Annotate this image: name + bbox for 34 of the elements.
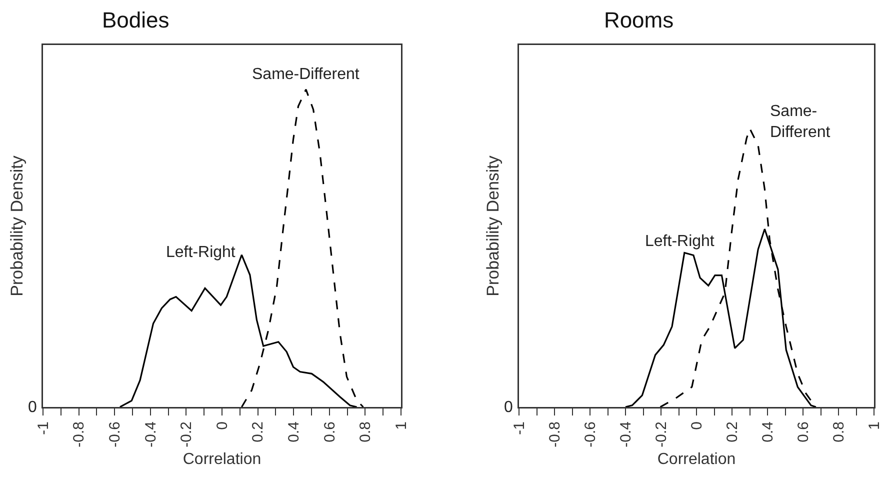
x-tick-label: -1	[510, 422, 528, 435]
x-axis-title: Correlation	[657, 450, 736, 468]
chart-title: Rooms	[604, 8, 674, 33]
x-tick-label: 0.4	[759, 422, 776, 442]
chart-title: Bodies	[102, 8, 170, 33]
x-tick-label: 0.6	[321, 422, 338, 442]
text: 0	[28, 399, 37, 416]
series-label: Same-Different	[252, 66, 360, 83]
x-tick-label: -0.8	[546, 422, 564, 448]
x-tick-label: -0.4	[617, 422, 634, 448]
x-tick-label: 0.2	[724, 422, 741, 442]
x-tick-label: -0.8	[70, 422, 88, 448]
series-label: Left-Right	[645, 233, 715, 250]
x-tick-label: -0.6	[106, 422, 124, 448]
x-tick-label: -0.6	[582, 422, 599, 448]
x-tick-label: -0.2	[178, 422, 196, 448]
x-tick-label: 0.8	[830, 422, 848, 442]
x-tick-label: 1	[866, 422, 883, 430]
x-axis-title: Correlation	[182, 450, 262, 468]
x-tick-label: 0.2	[250, 422, 267, 442]
x-tick-label: 0.6	[794, 422, 812, 442]
x-tick-label: -1	[34, 422, 52, 435]
y-axis-title: Probability Density	[7, 155, 26, 296]
x-tick-label: -0.4	[142, 422, 160, 448]
series-label: Left-Right	[166, 244, 236, 261]
x-tick-label: 0.4	[285, 422, 302, 442]
x-tick-label: -0.2	[652, 422, 670, 448]
series-label: Same-Different	[770, 103, 831, 141]
x-tick-label: 1	[392, 422, 410, 430]
x-tick-label: 0	[214, 422, 231, 430]
x-tick-label: 0.8	[357, 422, 374, 442]
text: 0	[504, 399, 513, 416]
y-axis-title: Probability Density	[483, 155, 502, 296]
x-tick-label: 0	[688, 422, 706, 430]
